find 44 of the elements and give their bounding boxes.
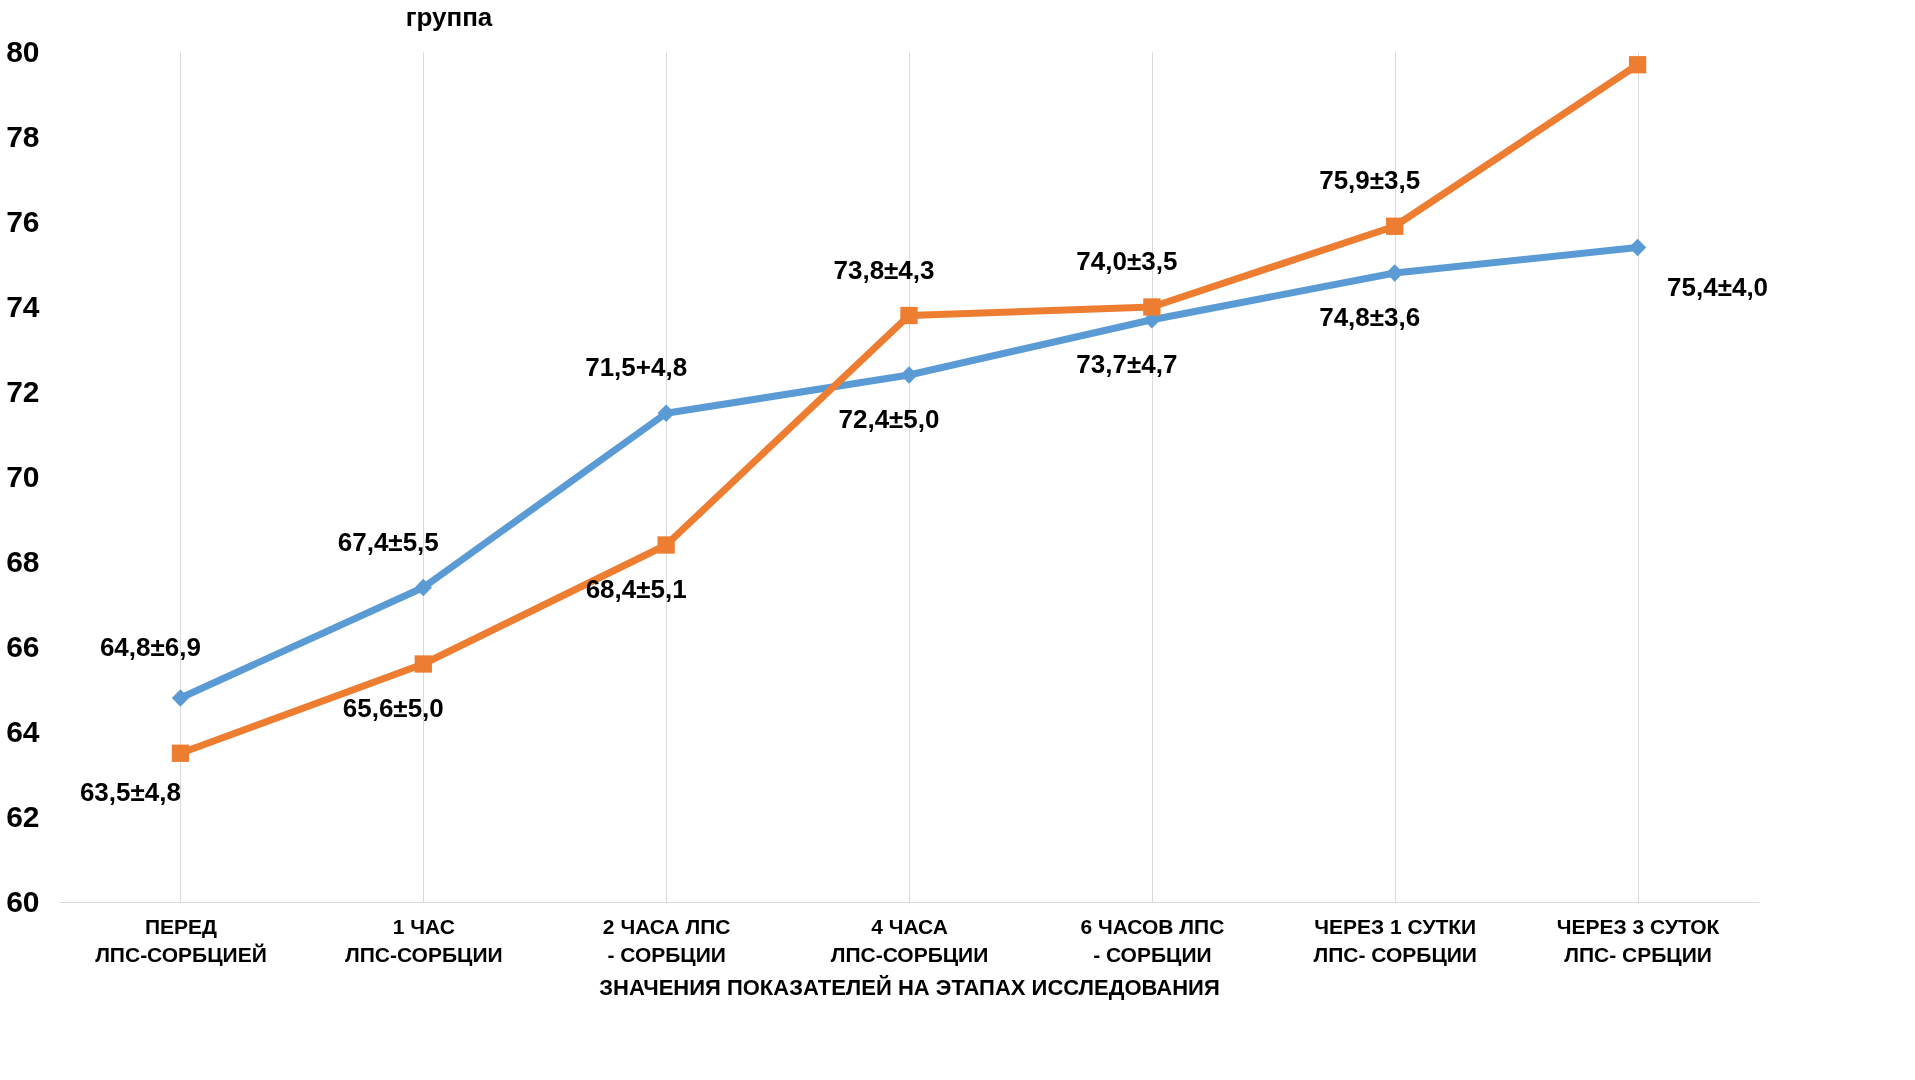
point [657,536,675,554]
data-label: 71,5+4,8 [585,352,688,383]
data-label: 67,4±5,5 [337,526,439,557]
data-label: 63,5±4,8 [79,777,181,808]
x-tick-label: 4 ЧАСА ЛПС-СОРБЦИИ [830,914,989,966]
data-label: 74,8±3,6 [1319,302,1421,332]
x-tick-label: 1 ЧАС ЛПС-СОРБЦИИ [344,914,503,966]
y-tick-label: 70 [6,459,40,493]
data-label: 72,4±5,0 [838,404,940,434]
y-tick-label: 60 [6,884,40,918]
x-tick-label: ЧЕРЕЗ 3 СУТОК ЛПС- СРБЦИИ [1556,914,1720,966]
data-label: 65,6±5,0 [342,693,444,723]
data-label: 73,7±4,7 [1076,348,1178,379]
y-tick-label: 72 [6,374,40,408]
x-tick-label: 6 ЧАСОВ ЛПС - СОРБЦИИ [1080,914,1225,966]
y-tick-label: 74 [6,289,40,323]
x-tick-label: 2 ЧАСА ЛПС - СОРБЦИИ [602,914,731,966]
data-label: 75,4±4,0 [1667,271,1769,302]
y-tick-label: 80 [6,34,40,68]
point [1628,56,1647,74]
y-tick-label: 62 [6,799,40,833]
data-label: 75,9±3,5 [1319,165,1421,196]
point [414,578,432,597]
data-label: 68,4±5,1 [585,574,687,604]
point [171,689,190,707]
y-tick-label: 68 [6,544,40,578]
y-tick-label: 78 [6,119,40,153]
y-tick-label: 66 [6,629,40,663]
point [1386,217,1404,235]
y-tick-label: 76 [6,204,40,238]
point [900,306,918,325]
point [1143,298,1161,316]
point [657,404,675,422]
x-axis-title: ЗНАЧЕНИЯ ПОКАЗАТЕЛЕЙ НА ЭТАПАХ ИССЛЕДОВАНИЯ [599,974,1220,1000]
x-tick-label: ПЕРЕД ЛПС-СОРБЦИЕЙ [95,914,267,966]
data-label: 64,8±6,9 [99,632,201,662]
point [171,744,190,762]
x-tick-label: ЧЕРЕЗ 1 СУТКИ ЛПС- СОРБЦИИ [1313,914,1477,966]
chart-title: группа [405,2,493,32]
point [900,366,918,384]
y-tick-label: 64 [6,714,40,748]
point [414,655,432,673]
data-label: 73,8±4,3 [833,254,935,285]
data-label: 74,0±3,5 [1076,246,1178,276]
